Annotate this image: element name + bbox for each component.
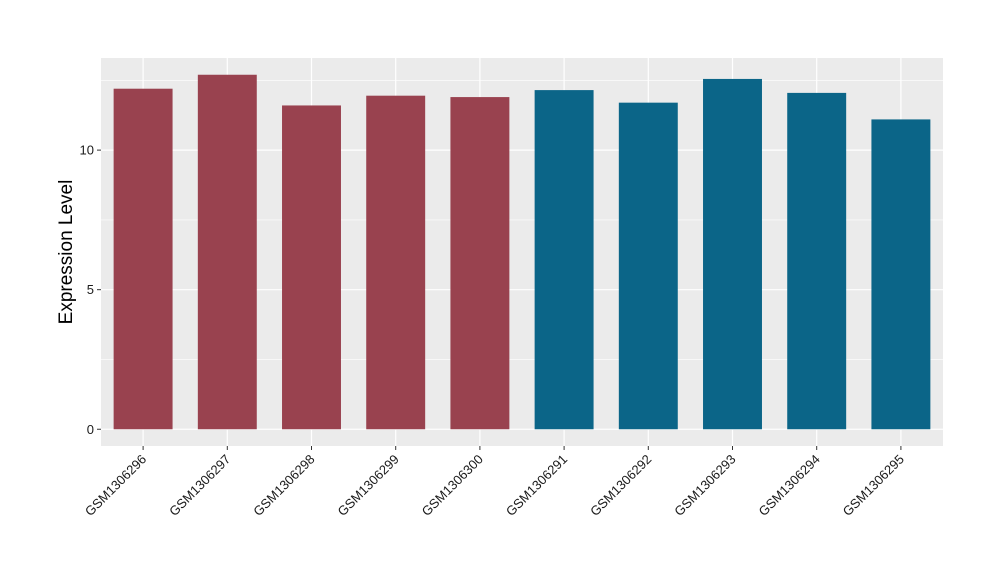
bar-GSM1306294 [787,92,847,430]
y-axis-title: Expression Level [56,180,77,325]
bar-GSM1306295 [871,119,931,430]
x-tick-label: GSM1306300 [419,452,486,519]
bar-GSM1306291 [534,90,594,430]
bar-GSM1306297 [197,74,257,430]
x-tick-label: GSM1306292 [587,452,654,519]
x-tick-label: GSM1306298 [250,452,317,519]
y-tick-label: 10 [80,143,94,158]
y-tick-label: 5 [87,282,94,297]
x-axis: GSM1306296 GSM1306297 GSM1306298 GSM1306299… [82,446,907,519]
x-tick-label: GSM1306297 [166,452,233,519]
x-tick-label: GSM1306296 [82,452,149,519]
bar-GSM1306299 [366,95,426,430]
y-axis: 0 5 10 [80,143,101,437]
x-tick-label: GSM1306294 [755,452,822,519]
bar-GSM1306292 [618,102,678,430]
bar-GSM1306298 [282,105,341,430]
x-tick-label: GSM1306299 [334,452,401,519]
y-tick-label: 0 [87,422,94,437]
bar-GSM1306293 [703,78,762,430]
bar-GSM1306296 [113,88,173,430]
bars [113,74,931,430]
bar-GSM1306300 [450,97,510,430]
x-tick-label: GSM1306291 [503,452,570,519]
x-tick-label: GSM1306295 [840,452,907,519]
x-tick-label: GSM1306293 [671,452,738,519]
